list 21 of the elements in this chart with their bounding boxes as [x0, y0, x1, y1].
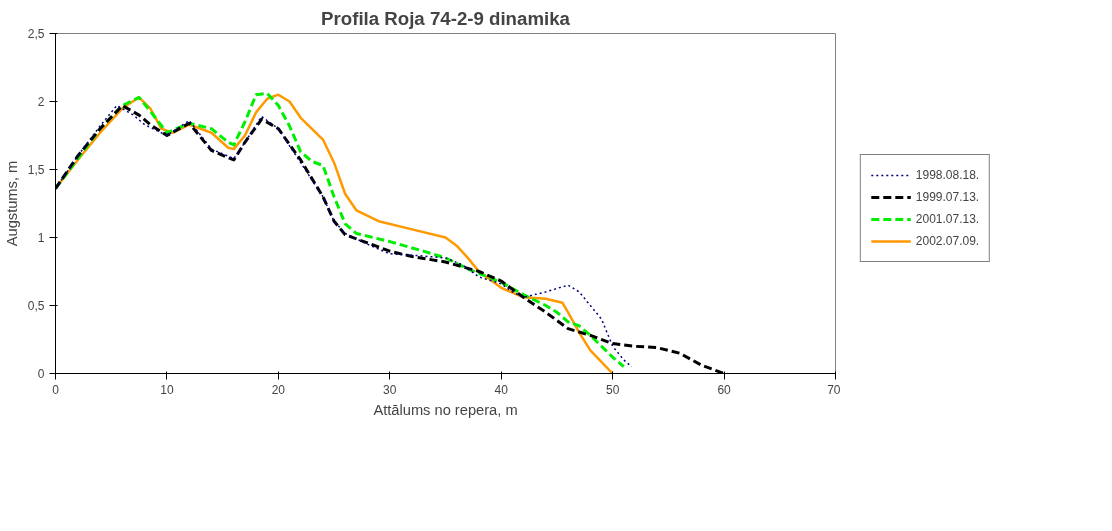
y-tick-label: 0,5	[27, 299, 45, 313]
x-tick-label: 40	[494, 382, 509, 397]
x-tick-label: 0	[52, 382, 60, 397]
x-tick-label: 60	[717, 382, 732, 397]
legend-label: 2002.07.09.	[915, 234, 980, 248]
y-tick-label: 0	[37, 367, 45, 381]
legend-label: 1999.07.13.	[915, 190, 980, 204]
y-tick-label: 2	[37, 95, 45, 109]
x-tick-label: 50	[605, 382, 620, 397]
x-tick-label: 70	[827, 382, 841, 397]
y-axis-title: Augstums, m	[3, 160, 20, 247]
legend-label: 1998.08.18.	[915, 168, 980, 182]
x-tick-label: 30	[383, 382, 397, 397]
x-axis-title: Attālums no repera, m	[373, 401, 518, 418]
y-tick-label: 2,5	[27, 27, 45, 41]
x-tick-label: 20	[271, 382, 286, 397]
legend-label: 2001.07.13.	[915, 212, 980, 226]
y-tick-label: 1	[37, 231, 45, 245]
chart-title: Profila Roja 74-2-9 dinamika	[321, 7, 571, 29]
y-tick-label: 1,5	[27, 163, 45, 177]
x-tick-label: 10	[160, 382, 174, 397]
